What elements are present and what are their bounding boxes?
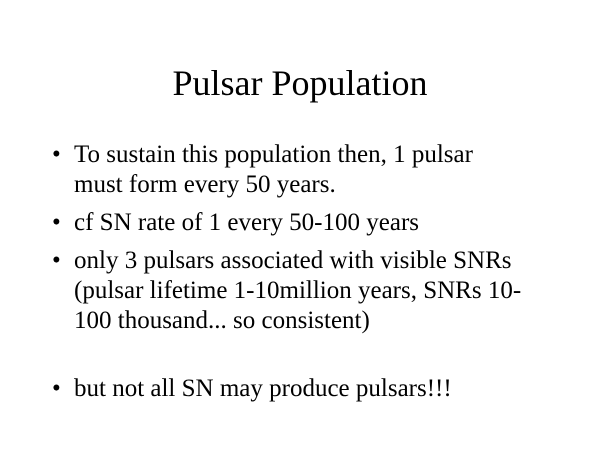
slide-title: Pulsar Population: [172, 63, 428, 103]
bullet-item: cf SN rate of 1 every 50-100 years: [52, 208, 544, 238]
bullet-item: To sustain this population then, 1 pulsa…: [52, 140, 524, 200]
bullet-item: only 3 pulsars associated with visible S…: [52, 246, 544, 336]
bullet-item: but not all SN may produce pulsars!!!: [52, 374, 544, 404]
bullet-list: To sustain this population then, 1 pulsa…: [52, 140, 544, 412]
